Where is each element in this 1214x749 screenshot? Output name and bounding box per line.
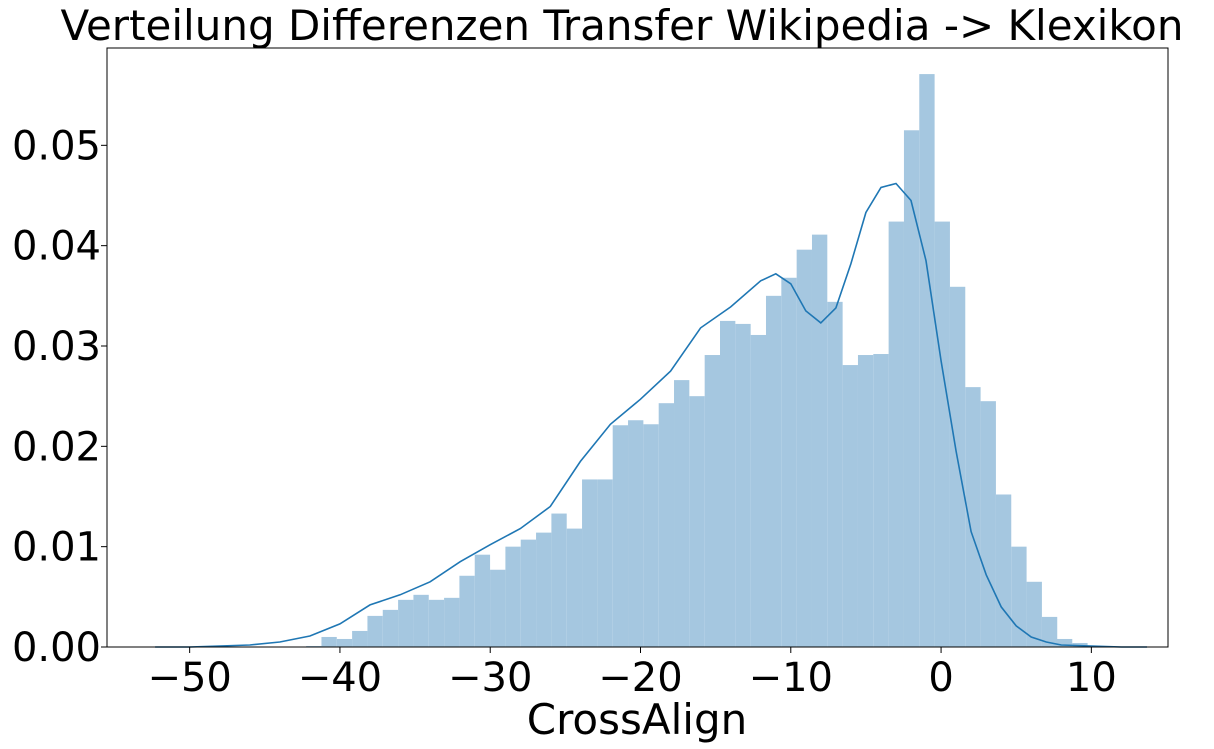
histogram-bar [428,599,445,647]
histogram-bar [934,221,950,647]
histogram-bar [888,221,904,647]
histogram-bar [857,355,874,647]
histogram-bar [735,323,751,647]
histogram-bar [367,615,383,647]
y-tick-label: 0.05 [12,123,101,169]
x-tick-label: −10 [749,655,833,701]
x-axis: −50 −40 −30 −20 −10 0 10 [147,647,1117,701]
y-tick-label: 0.03 [12,324,101,370]
histogram-bar [842,365,858,647]
histogram-bar [965,387,981,647]
histogram-bar [827,301,843,647]
plot-frame [106,47,1169,648]
kde-line [155,182,1147,648]
histogram-bar [352,630,368,647]
histogram-bars [306,74,1088,648]
histogram-bar [398,599,414,647]
histogram-bar [674,380,690,647]
histogram-bar [321,636,337,647]
histogram-bar [551,513,567,647]
histogram-bar [306,645,322,647]
histogram-bar [781,277,797,647]
histogram-bar [459,575,475,647]
histogram-bar [643,424,659,647]
histogram-bar [413,594,429,647]
histogram-bar [536,532,552,647]
x-axis-label: CrossAlign [527,695,747,744]
histogram-bar [612,425,629,647]
histogram-bar [750,334,766,647]
histogram-bar [336,638,353,647]
histogram-bar [903,130,920,647]
histogram-bar [505,546,521,647]
histogram-bar [628,420,644,647]
histogram-bar [490,569,506,647]
histogram-bar [689,396,705,647]
x-tick-label: −50 [147,655,231,701]
histogram-bar [597,479,613,647]
histogram-bar [796,249,812,647]
histogram-bar [658,403,675,647]
kde-curve-layer [155,182,1147,648]
histogram-bar [582,479,598,647]
histogram-bar [704,355,721,647]
histogram-bar [520,539,537,647]
histogram-bar [1041,616,1058,647]
x-tick-label: 10 [1066,655,1117,701]
x-tick-label: −40 [298,655,382,701]
histogram-bar [995,494,1012,647]
x-tick-label: 0 [928,655,953,701]
chart-title: Verteilung Differenzen Transfer Wikipedi… [60,1,1183,50]
y-tick-label: 0.00 [12,625,101,671]
histogram-bar [873,354,889,647]
histogram-bar [919,74,935,648]
x-tick-label: −30 [448,655,532,701]
histogram-bar [474,554,491,647]
histogram-bar [980,401,996,647]
x-tick-label: −20 [598,655,682,701]
histogram-bar [765,295,782,647]
histogram-bar [1026,581,1042,647]
histogram-bar [566,528,583,647]
histogram-bar [1011,546,1027,647]
histogram-bar [1056,638,1073,647]
histogram-bar [444,597,460,647]
y-tick-label: 0.04 [12,224,101,270]
histogram-bar [382,609,399,647]
histogram-bar [949,286,966,647]
histogram-bar [811,234,828,647]
histogram-bar [720,320,736,647]
y-tick-label: 0.02 [12,424,101,470]
y-axis: 0.00 0.01 0.02 0.03 0.04 0.05 [12,123,107,671]
y-tick-label: 0.01 [12,525,101,571]
